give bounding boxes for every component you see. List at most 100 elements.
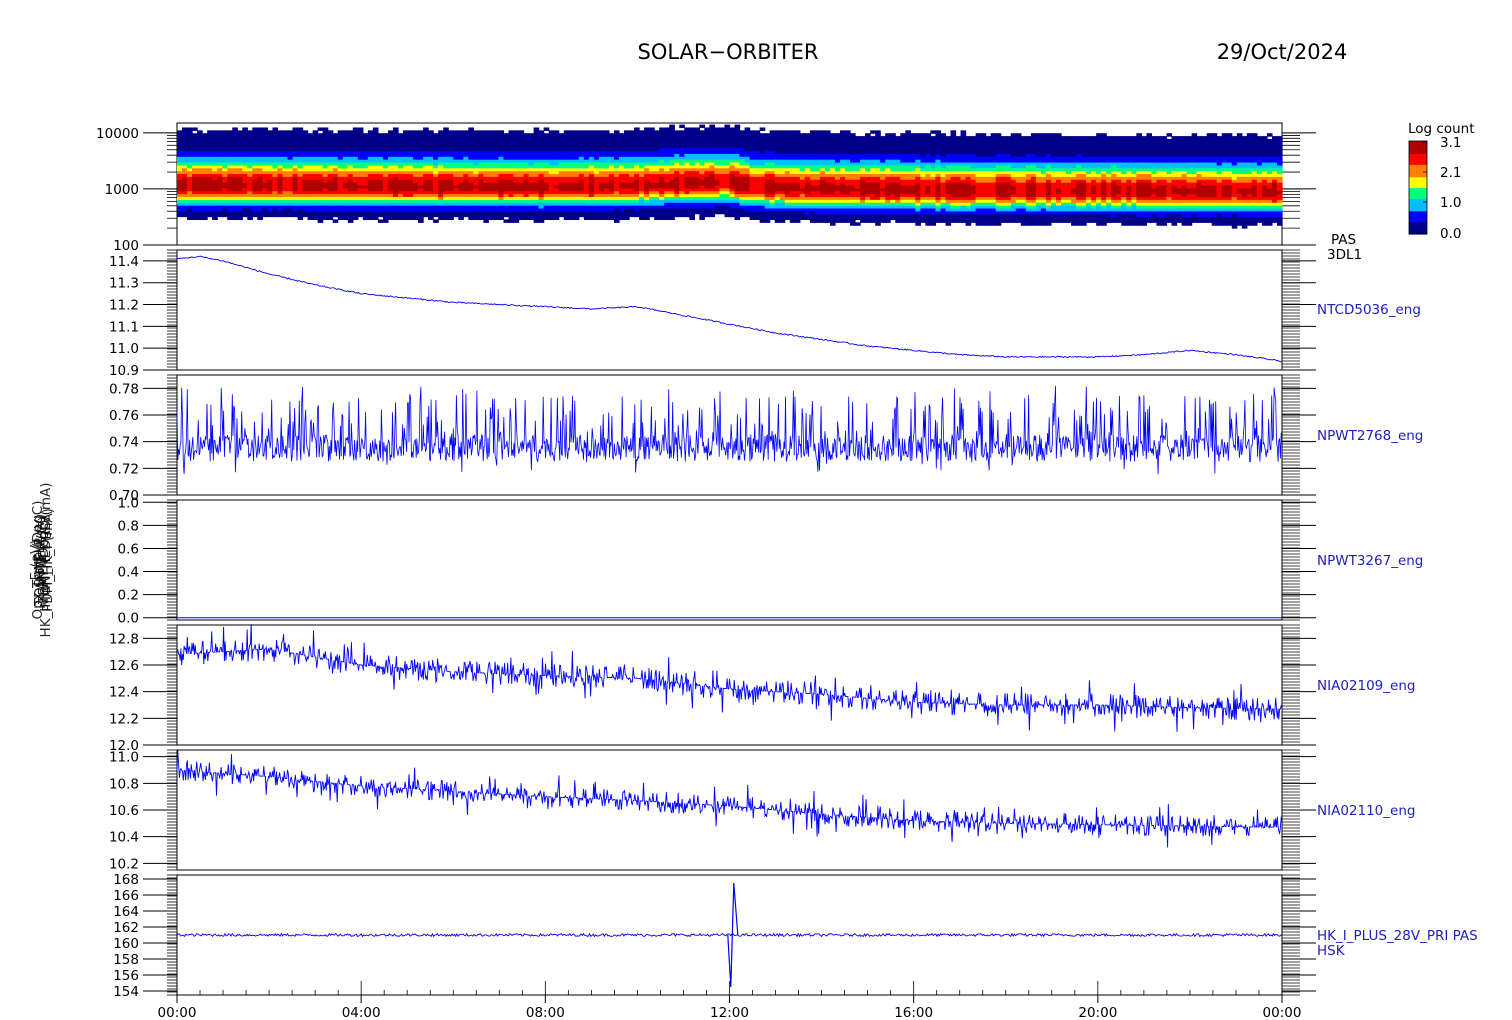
heatmap-cell [483,173,490,177]
heatmap-cell [895,159,901,163]
heatmap-cell [578,141,585,146]
heatmap-cell [413,179,419,183]
heatmap-cell [603,144,610,149]
heatmap-cell [754,164,761,169]
heatmap-cell [423,190,429,195]
heatmap-cell [367,179,374,183]
heatmap-cell [578,210,585,215]
heatmap-cell [533,147,540,152]
heatmap-cell [809,156,816,160]
heatmap-cell [478,184,484,189]
heatmap-cell [297,193,304,198]
heatmap-cell [277,179,284,183]
heatmap-cell [654,196,660,200]
heatmap-cell [774,156,781,160]
heatmap-cell [332,136,339,140]
heatmap-cell [468,147,474,152]
heatmap-cell [423,164,429,169]
heatmap-cell [689,147,695,152]
heatmap-cell [573,193,580,198]
heatmap-cell [398,173,404,177]
heatmap-cell [247,190,253,195]
heatmap-cell [182,153,188,157]
heatmap-cell [438,202,444,206]
heatmap-cell [950,193,957,198]
heatmap-cell [925,141,932,146]
heatmap-cell [659,207,665,212]
heatmap-cell [809,210,816,215]
heatmap-cell [809,182,816,186]
heatmap-cell [593,156,600,160]
heatmap-cell [845,184,851,189]
heatmap-cell [392,207,399,212]
heatmap-cell [613,161,620,166]
heatmap-cell [779,207,786,212]
heatmap-cell [799,210,806,215]
heatmap-cell [538,216,545,221]
heatmap-cell [307,190,314,195]
heatmap-cell [513,173,520,177]
heatmap-cell [518,187,525,192]
heatmap-cell [598,156,605,160]
heatmap-cell [282,167,289,172]
heatmap-cell [217,176,223,180]
heatmap-cell [719,202,726,206]
heatmap-cell [232,213,238,218]
heatmap-cell [297,150,304,154]
heatmap-cell [920,199,926,203]
heatmap-cell [935,182,942,186]
heatmap-cell [729,207,736,212]
heatmap-cell [252,202,258,206]
heatmap-cell [568,205,575,209]
heatmap-cell [734,144,741,149]
heatmap-cell [533,161,540,166]
heatmap-cell [965,136,972,140]
heatmap-cell [473,205,479,209]
heatmap-cell [367,176,374,180]
heatmap-cell [543,173,550,177]
heatmap-cell [528,202,535,206]
heatmap-cell [945,153,952,157]
heatmap-cell [187,193,193,198]
heatmap-cell [438,159,444,163]
heatmap-cell [443,161,449,166]
heatmap-cell [905,184,911,189]
heatmap-cell [583,207,590,212]
heatmap-cell [930,130,937,134]
heatmap-cell [403,207,409,212]
heatmap-cell [212,196,218,200]
heatmap-cell [619,141,625,146]
heatmap-cell [347,216,354,221]
heatmap-cell [433,173,439,177]
heatmap-cell [372,136,379,140]
heatmap-cell [187,159,193,163]
heatmap-cell [553,159,560,163]
heatmap-cell [498,199,505,203]
heatmap-cell [840,176,846,180]
heatmap-cell [694,156,700,160]
heatmap-cell [804,150,811,154]
heatmap-cell [624,184,630,189]
heatmap-cell [613,138,620,143]
heatmap-cell [799,179,806,183]
heatmap-cell [438,167,444,172]
heatmap-cell [408,187,414,192]
heatmap-cell [513,213,520,218]
heatmap-cell [272,184,279,189]
heatmap-cell [212,213,218,218]
heatmap-cell [689,190,695,195]
heatmap-cell [237,213,243,218]
heatmap-cell [840,207,846,212]
heatmap-cell [654,147,660,152]
heatmap-cell [533,176,540,180]
heatmap-cell [824,199,831,203]
heatmap-cell [453,141,459,146]
heatmap-cell [372,164,379,169]
heatmap-cell [438,170,444,175]
heatmap-cell [523,199,530,203]
heatmap-cell [498,138,505,143]
heatmap-cell [287,164,294,169]
heatmap-cell [578,196,585,200]
heatmap-cell [603,182,610,186]
heatmap-cell [478,167,484,172]
